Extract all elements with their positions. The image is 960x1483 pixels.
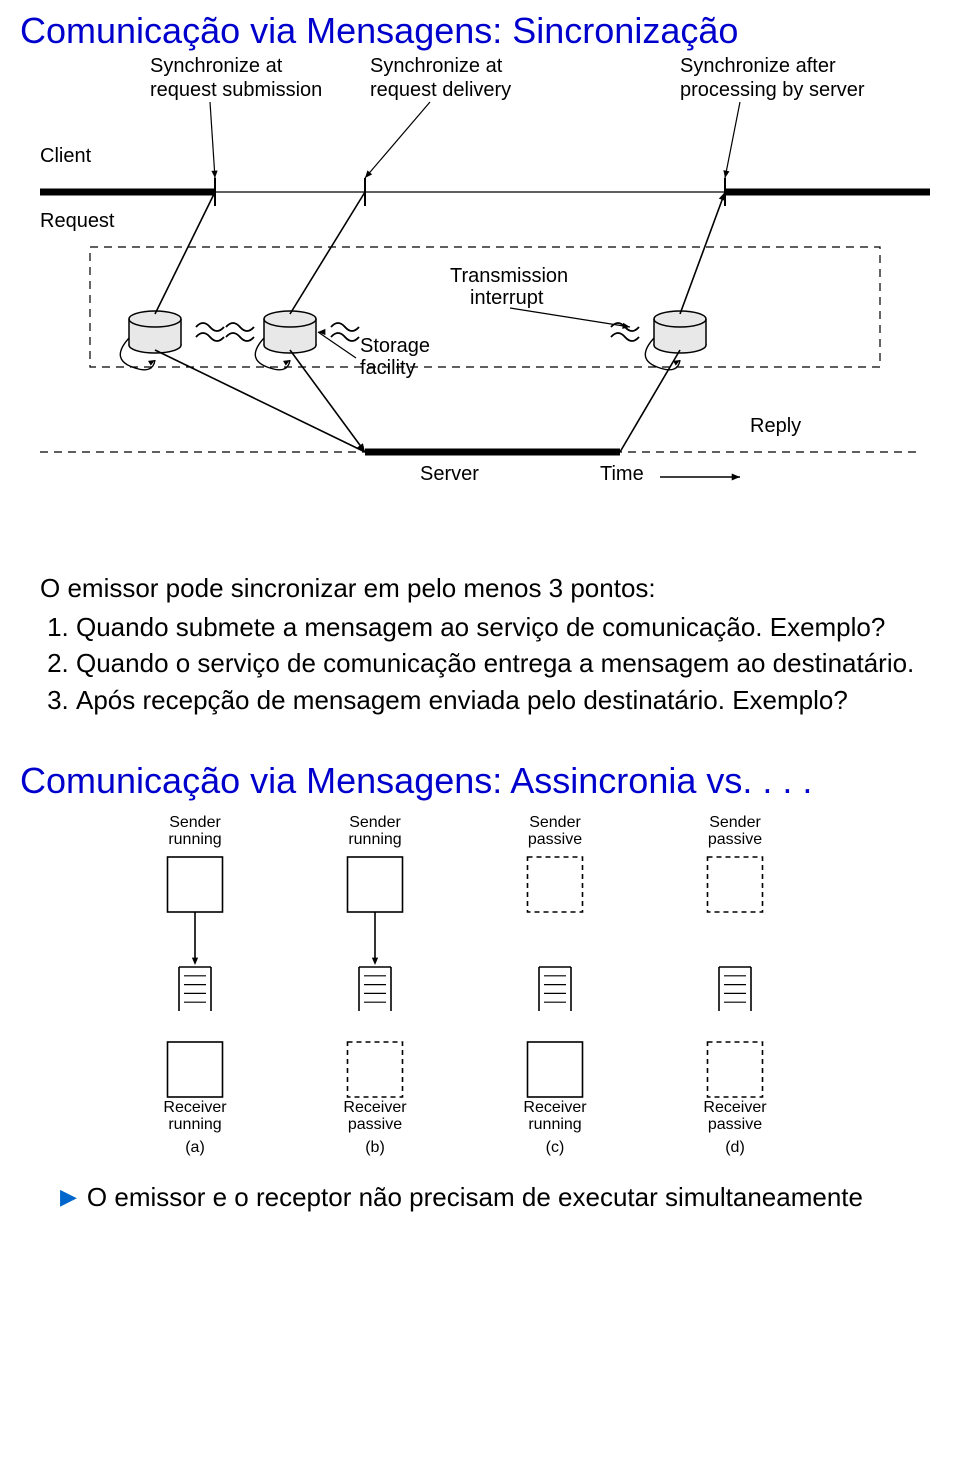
svg-text:passive: passive [528,831,582,848]
svg-text:Synchronize at: Synchronize at [370,55,503,77]
list-item: Após recepção de mensagem enviada pelo d… [76,684,920,717]
svg-text:Receiver: Receiver [703,1099,767,1116]
svg-text:Client: Client [40,145,92,167]
svg-text:running: running [528,1116,581,1133]
section2-title: Comunicação via Mensagens: Assincronia v… [0,720,960,812]
svg-text:(a): (a) [185,1139,205,1156]
svg-text:passive: passive [708,1116,762,1133]
svg-text:interrupt: interrupt [470,287,544,309]
async-diagram: SenderrunningReceiverrunning(a)Senderrun… [20,812,940,1172]
svg-text:(d): (d) [725,1139,745,1156]
svg-text:(c): (c) [546,1139,565,1156]
svg-text:Receiver: Receiver [343,1099,407,1116]
svg-text:request submission: request submission [150,79,322,101]
svg-text:running: running [348,831,401,848]
section1-body: O emissor pode sincronizar em pelo menos… [0,572,960,716]
svg-text:Transmission: Transmission [450,265,568,287]
svg-text:Synchronize at: Synchronize at [150,55,283,77]
svg-text:Request: Request [40,210,115,232]
svg-text:Sender: Sender [529,814,581,831]
svg-text:Receiver: Receiver [163,1099,227,1116]
list-item: Quando submete a mensagem ao serviço de … [76,611,920,644]
svg-text:Storage: Storage [360,335,430,357]
svg-text:request delivery: request delivery [370,79,511,101]
svg-text:Sender: Sender [349,814,401,831]
svg-text:Receiver: Receiver [523,1099,587,1116]
svg-text:Sender: Sender [709,814,761,831]
svg-text:processing by server: processing by server [680,79,865,101]
svg-text:Reply: Reply [750,415,801,437]
intro-line: O emissor pode sincronizar em pelo menos… [40,572,920,605]
bullet-text: O emissor e o receptor não precisam de e… [87,1182,863,1213]
svg-text:passive: passive [708,831,762,848]
svg-text:Time: Time [600,463,644,485]
svg-text:running: running [168,831,221,848]
bullet-row: ▶ O emissor e o receptor não precisam de… [0,1172,960,1233]
svg-text:running: running [168,1116,221,1133]
bullet-icon: ▶ [60,1182,77,1213]
svg-text:passive: passive [348,1116,402,1133]
sync-diagram: Synchronize atrequest submissionSynchron… [20,52,940,572]
svg-text:Synchronize after: Synchronize after [680,55,836,77]
svg-text:facility: facility [360,357,416,379]
svg-text:Sender: Sender [169,814,221,831]
section1-title: Comunicação via Mensagens: Sincronização [0,0,960,52]
list-item: Quando o serviço de comunicação entrega … [76,647,920,680]
svg-text:(b): (b) [365,1139,385,1156]
svg-text:Server: Server [420,463,479,485]
